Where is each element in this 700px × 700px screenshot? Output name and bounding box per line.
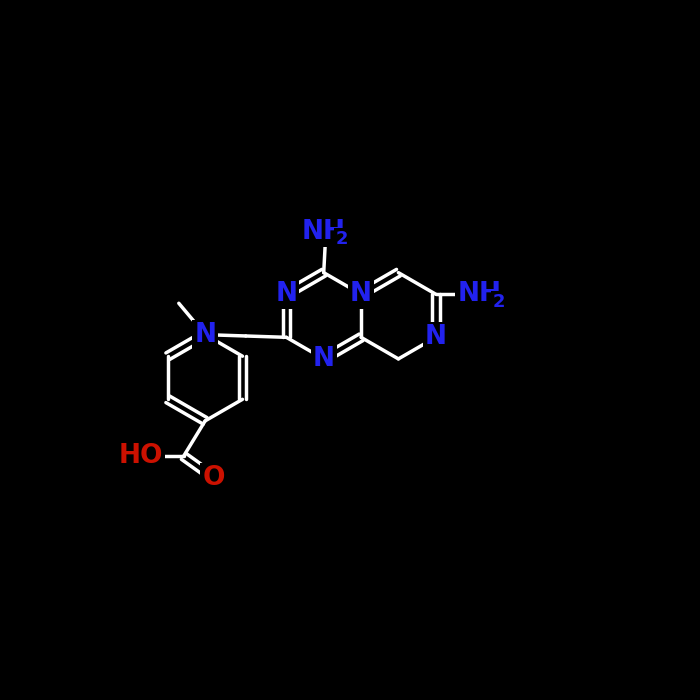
Text: 2: 2 xyxy=(336,230,349,248)
Text: N: N xyxy=(425,324,447,350)
Text: NH: NH xyxy=(301,218,345,245)
Text: N: N xyxy=(313,346,335,372)
Text: O: O xyxy=(202,465,225,491)
Text: 2: 2 xyxy=(493,293,505,311)
Text: NH: NH xyxy=(457,281,501,307)
Text: HO: HO xyxy=(118,443,162,469)
Text: N: N xyxy=(350,281,372,307)
Text: N: N xyxy=(275,281,298,307)
Text: N: N xyxy=(194,321,216,348)
